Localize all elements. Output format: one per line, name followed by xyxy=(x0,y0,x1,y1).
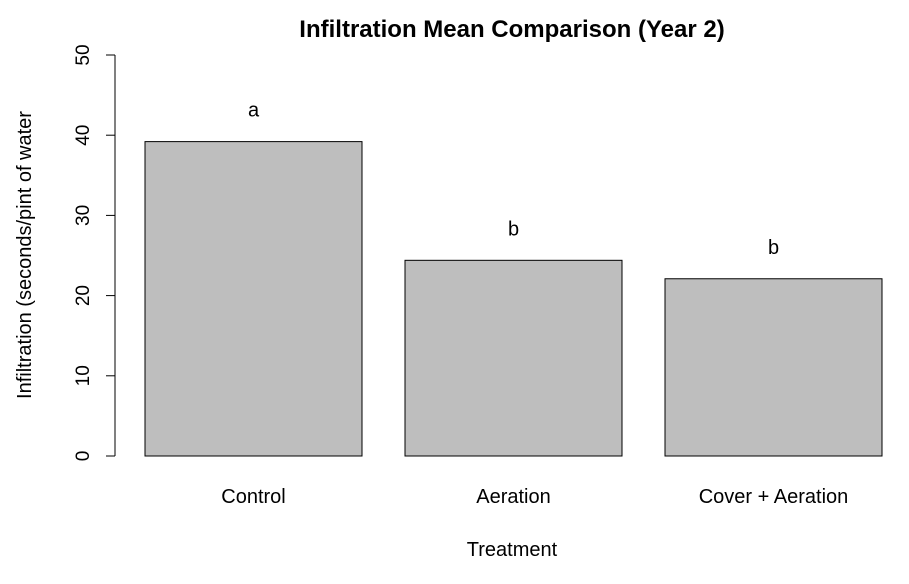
x-axis-label: Treatment xyxy=(467,539,558,561)
y-axis: 0 10 20 30 40 50 xyxy=(73,44,116,462)
significance-letter: b xyxy=(768,237,779,259)
significance-labels: a b b xyxy=(248,100,779,259)
y-tick-label: 40 xyxy=(73,125,94,146)
x-category-label: Cover + Aeration xyxy=(699,486,849,508)
y-tick-label: 20 xyxy=(73,285,94,306)
x-category-label: Aeration xyxy=(476,486,551,508)
y-tick-label: 10 xyxy=(73,365,94,386)
bar xyxy=(404,259,623,457)
y-axis-label: Infiltration (seconds/pint of water xyxy=(14,111,36,399)
bar xyxy=(664,278,883,457)
significance-letter: a xyxy=(248,100,260,122)
chart-title: Infiltration Mean Comparison (Year 2) xyxy=(299,16,724,43)
bar xyxy=(144,141,363,457)
y-tick-label: 30 xyxy=(73,205,94,226)
y-tick-label: 0 xyxy=(73,451,94,462)
category-labels: Control Aeration Cover + Aeration xyxy=(221,486,848,508)
x-category-label: Control xyxy=(221,486,285,508)
y-tick-label: 50 xyxy=(73,44,94,65)
significance-letter: b xyxy=(508,218,519,240)
bars-group xyxy=(144,141,883,457)
